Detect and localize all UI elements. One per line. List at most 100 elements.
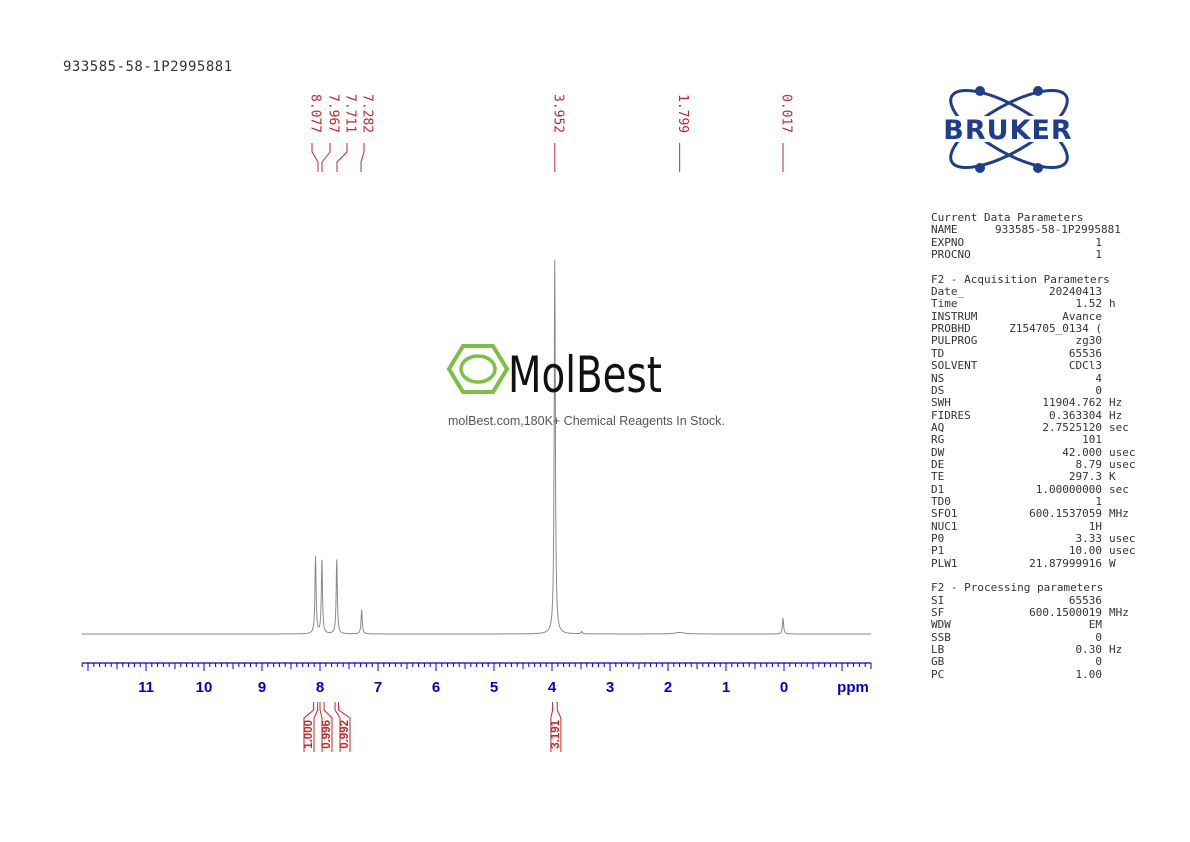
parameter-row: PC 1.00 — [931, 667, 1136, 681]
parameter-key: RG — [931, 433, 945, 447]
integral-bracket-right — [338, 702, 351, 752]
parameter-value: 0 — [1095, 655, 1102, 669]
parameter-unit: Hz — [1109, 396, 1123, 410]
parameter-row: P0 3.33 usec — [931, 531, 1136, 545]
acquisition-parameters-panel: Current Data Parameters NAME 933585-58-1P2… — [931, 211, 1136, 681]
parameter-row: INSTRUM Avance — [931, 309, 1136, 323]
peak-label: 7.711 — [336, 94, 358, 172]
parameter-row: LB 0.30 Hz — [931, 643, 1136, 657]
parameter-value: 8.79 — [1075, 457, 1103, 471]
parameter-row: PROBHD Z154705_0134 ( — [931, 322, 1136, 336]
integral-bracket-left — [303, 702, 315, 752]
x-axis-label: ppm — [837, 679, 869, 696]
parameter-key: PROCNO — [931, 248, 971, 262]
parameter-value: 3.33 — [1075, 531, 1103, 545]
integral-marker: 1.000 — [303, 702, 319, 752]
parameter-unit: Hz — [1109, 643, 1123, 657]
watermark-subtitle: molBest.com,180K+ Chemical Reagents In S… — [448, 414, 725, 428]
parameter-key: DW — [931, 445, 945, 459]
parameter-value: 65536 — [1068, 593, 1102, 607]
parameter-key: TD0 — [931, 494, 951, 508]
parameter-key: PROBHD — [931, 322, 971, 336]
peak-label-connector — [321, 143, 331, 172]
peak-label-text: 7.282 — [360, 94, 375, 133]
parameter-value: 11904.762 — [1042, 396, 1102, 410]
peak-label-text: 1.799 — [675, 94, 690, 133]
parameter-row: DE 8.79 usec — [931, 457, 1136, 471]
parameter-value: Z154705_0134 ( — [1009, 322, 1102, 336]
nmr-spectrum-chart: 8.077 7.967 7.711 7.282 3.952 1.799 0.017 11 10… — [81, 94, 872, 752]
parameter-row: NS 4 — [931, 371, 1136, 385]
parameter-value: 933585-58-1P2995881 — [995, 223, 1121, 237]
parameter-key: SFO1 — [931, 507, 958, 521]
parameter-value: EM — [1088, 618, 1102, 632]
parameter-key: SOLVENT — [931, 359, 978, 373]
parameter-value: 65536 — [1068, 346, 1102, 360]
parameter-key: NAME — [931, 223, 958, 237]
integral-bracket-right — [323, 702, 333, 752]
molbest-brand-mark: MolBest — [508, 346, 662, 400]
parameter-value: 600.1537059 — [1029, 507, 1102, 521]
sample-name: 933585-58-1P2995881 — [63, 59, 233, 75]
parameter-row: RG 101 — [931, 433, 1136, 447]
parameter-row: FIDRES 0.363304 Hz — [931, 409, 1136, 422]
parameter-key: P1 — [931, 544, 945, 558]
x-axis: 11 10 9 8 7 6 5 4 3 2 1 0 ppm — [81, 662, 872, 696]
parameter-key: INSTRUM — [931, 309, 978, 323]
x-tick-label: 0 — [780, 679, 788, 696]
parameter-value: 10.00 — [1068, 544, 1102, 558]
parameter-unit: MHz — [1109, 507, 1129, 521]
parameter-row: WDW EM — [931, 618, 1136, 632]
parameter-value: 21.87999916 — [1029, 556, 1102, 570]
parameter-key: PC — [931, 667, 945, 681]
integral-value: 3.191 — [550, 719, 562, 748]
parameter-key: SI — [931, 593, 945, 607]
parameter-row: PROCNO 1 — [931, 248, 1136, 262]
parameter-key: P0 — [931, 531, 945, 545]
integral-group: 1.000 0.996 0.992 3.191 — [303, 702, 562, 752]
parameter-value: 4 — [1095, 371, 1102, 385]
parameter-unit: sec — [1109, 420, 1129, 434]
peak-label: 7.967 — [321, 94, 341, 172]
molbest-watermark: MolBest — [446, 344, 662, 400]
parameter-key: LB — [931, 643, 945, 657]
parameter-row: GB 0 — [931, 655, 1136, 669]
parameter-row: TD0 1 — [931, 494, 1136, 508]
parameter-row: D1 1.00000000 sec — [931, 482, 1136, 496]
peak-label-connector — [311, 143, 319, 172]
peak-label-text: 7.711 — [343, 94, 358, 133]
parameter-unit: MHz — [1109, 606, 1129, 620]
parameter-value: 42.000 — [1062, 445, 1102, 459]
integral-marker: 0.992 — [334, 702, 351, 752]
parameter-row: SI 65536 — [931, 593, 1136, 607]
x-tick-label: 2 — [664, 679, 672, 696]
integral-value: 0.996 — [321, 720, 333, 749]
peak-label: 8.077 — [308, 94, 323, 172]
parameter-row: Time 1.52 h — [931, 298, 1136, 311]
parameter-row: DW 42.000 usec — [931, 445, 1136, 459]
parameter-key: Date_ — [931, 285, 965, 299]
integral-bracket-left — [334, 702, 341, 752]
parameter-value: 297.3 — [1068, 470, 1102, 484]
parameter-value: 0 — [1095, 630, 1102, 644]
parameter-value: 1.00000000 — [1035, 482, 1102, 496]
integral-value: 0.992 — [339, 720, 351, 749]
x-tick-label: 6 — [432, 679, 440, 696]
parameter-row: EXPNO 1 — [931, 236, 1136, 249]
parameter-value: 101 — [1082, 433, 1102, 447]
parameter-row: NAME 933585-58-1P2995881 — [931, 223, 1136, 237]
parameter-row: TE 297.3 K — [931, 470, 1136, 484]
integral-marker: 3.191 — [550, 702, 562, 752]
integral-value: 1.000 — [303, 720, 315, 749]
peak-label-text: 3.952 — [550, 94, 565, 133]
parameter-key: GB — [931, 655, 945, 669]
peak-label: 1.799 — [675, 94, 690, 172]
parameter-unit: W — [1109, 556, 1116, 570]
parameter-key: PULPROG — [931, 334, 978, 348]
parameter-row: SF 600.1500019 MHz — [931, 606, 1136, 620]
parameter-unit: usec — [1109, 445, 1136, 459]
parameter-value: 1.00 — [1075, 667, 1103, 681]
parameter-key: NUC1 — [931, 519, 958, 533]
parameter-key: WDW — [931, 618, 951, 632]
benzene-ring-icon — [446, 344, 510, 394]
